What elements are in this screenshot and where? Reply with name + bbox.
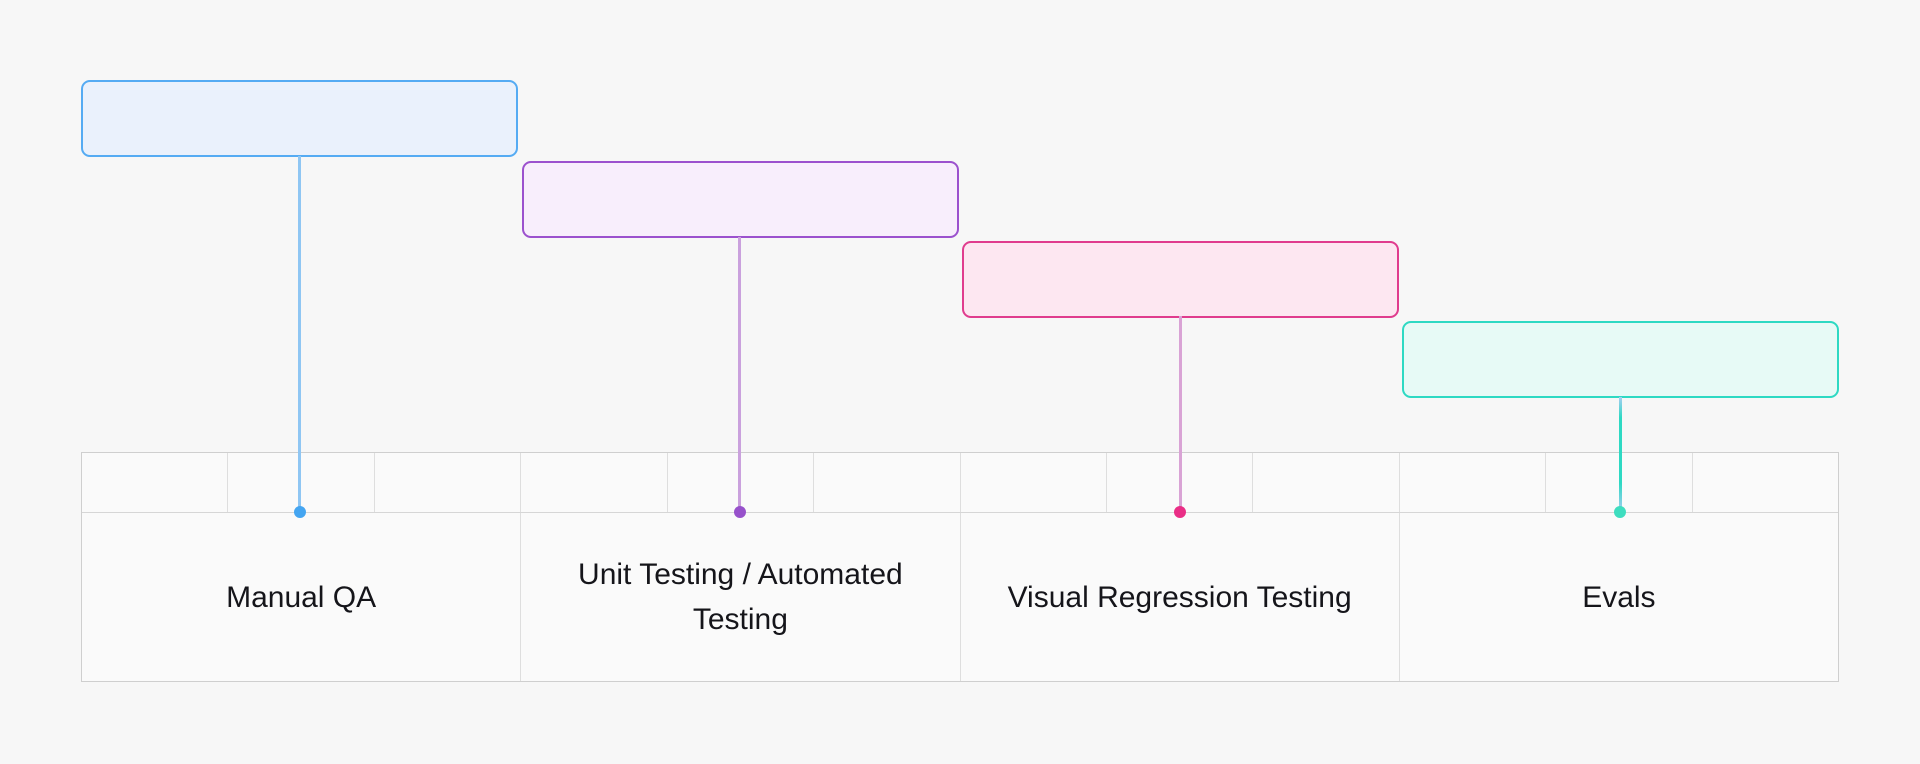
connector-line-manual-qa [298, 156, 301, 512]
timeline-box-manual-qa [81, 80, 518, 157]
connector-line-evals [1619, 397, 1622, 512]
tick-cell [668, 453, 815, 512]
category-cell-unit-automated-testing: Unit Testing / Automated Testing [521, 513, 961, 681]
tick-cell [1693, 453, 1838, 512]
timeline-dot-visual-regression-testing [1174, 506, 1186, 518]
tick-cell [1107, 453, 1254, 512]
timeline-dot-evals [1614, 506, 1626, 518]
tick-cell [1253, 453, 1400, 512]
tick-cell [521, 453, 668, 512]
timeline-box-visual-regression-testing [962, 241, 1399, 318]
tick-cell [1400, 453, 1547, 512]
category-cell-visual-regression-testing: Visual Regression Testing [961, 513, 1400, 681]
timeline-box-unit-automated-testing [522, 161, 959, 238]
tick-cell [375, 453, 522, 512]
timeline-dot-manual-qa [294, 506, 306, 518]
tick-cell [228, 453, 375, 512]
category-label: Visual Regression Testing [1007, 580, 1352, 614]
timeline-dot-unit-automated-testing [734, 506, 746, 518]
timeline-table: Manual QA Unit Testing / Automated Testi… [81, 452, 1839, 682]
category-row: Manual QA Unit Testing / Automated Testi… [82, 513, 1838, 681]
category-cell-manual-qa: Manual QA [82, 513, 522, 681]
tick-cell [82, 453, 229, 512]
timeline-box-evals [1402, 321, 1839, 398]
category-label: Evals [1582, 580, 1656, 614]
tick-cell [961, 453, 1107, 512]
category-label: Manual QA [226, 580, 377, 614]
tick-cell [1546, 453, 1693, 512]
tick-cell [814, 453, 961, 512]
connector-line-unit-automated-testing [738, 237, 741, 512]
connector-line-visual-regression-testing [1179, 316, 1182, 512]
tick-row [82, 453, 1838, 513]
category-label: Unit Testing / Automated Testing [578, 558, 903, 636]
category-cell-evals: Evals [1400, 513, 1838, 681]
